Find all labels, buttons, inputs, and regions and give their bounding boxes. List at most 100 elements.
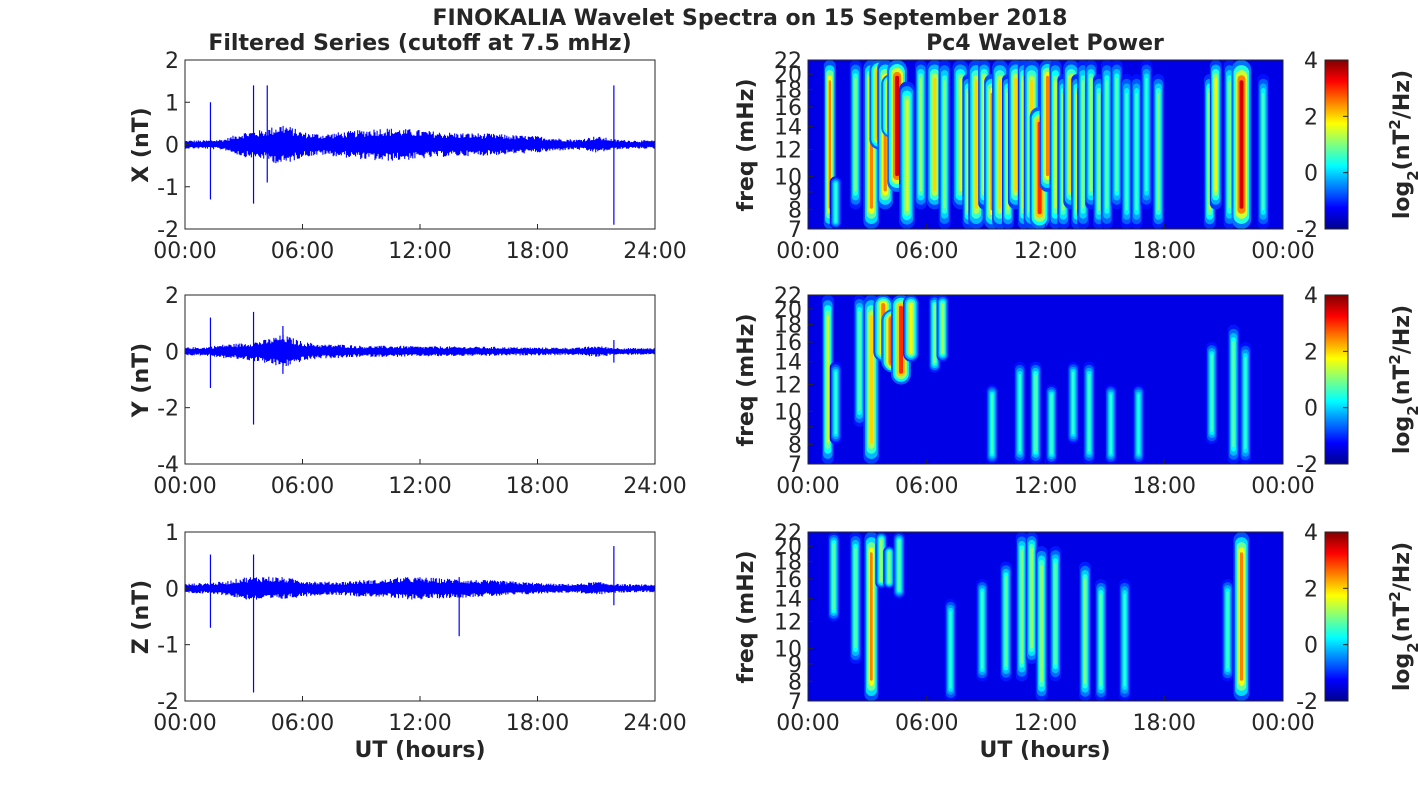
panel-z-series: 1 0 -1 -200:00 06:00 12:00 18:00 24:00 Z (nT) U… — [129, 521, 687, 763]
wavelet-stripe — [933, 77, 937, 192]
ytick-label: -1 — [157, 634, 179, 659]
xtick-label: 18:00 — [1133, 474, 1196, 499]
xtick-label: 18:00 — [506, 239, 569, 264]
ytick-label: 20 — [774, 63, 802, 88]
ytick-label: 0 — [165, 134, 179, 159]
wavelet-stripe — [1244, 356, 1247, 450]
wavelet-stripe — [826, 315, 829, 444]
ytick-label: 22 — [774, 49, 802, 74]
wavelet-stripe — [998, 80, 1002, 209]
ytick-label: 16 — [774, 96, 802, 121]
z-wavelet-xlabel: UT (hours) — [979, 738, 1110, 763]
ytick-label: 0 — [165, 577, 179, 602]
wavelet-stripe — [1105, 80, 1109, 209]
z-series-axes-box — [184, 531, 656, 702]
ytick-label: 14 — [774, 588, 802, 613]
wavelet-stripe — [1123, 593, 1126, 687]
wavelet-stripe — [869, 315, 873, 444]
z-wavelet-ylabel: freq (mHz) — [734, 551, 759, 684]
ytick-label: 7 — [788, 453, 802, 478]
ytick-label: 7 — [788, 218, 802, 243]
xtick-label: 12:00 — [1014, 711, 1077, 736]
wavelet-stripe — [1226, 591, 1229, 669]
ytick-label: 10 — [774, 400, 802, 425]
xtick-label: 00:00 — [776, 239, 839, 264]
wavelet-stripe — [899, 305, 903, 374]
colorbar-label: log2(nT2/Hz) — [1386, 305, 1418, 454]
wavelet-stripe — [1135, 92, 1138, 211]
panel-x-series: 2 1 0 -1 -200:00 06:00 12:00 18:00 24:00 X (nT) — [129, 49, 687, 264]
wavelet-stripe — [1239, 552, 1244, 681]
wavelet-stripe — [958, 77, 962, 192]
xtick-label: 00:00 — [776, 711, 839, 736]
wavelet-stripe — [981, 591, 984, 669]
xtick-label: 18:00 — [506, 474, 569, 499]
ytick-label: 9 — [788, 416, 802, 441]
right-column-title: Pc4 Wavelet Power — [926, 31, 1164, 56]
y-series-ylabel: Y (nT) — [129, 343, 154, 418]
xtick-label: 06:00 — [271, 239, 334, 264]
wavelet-stripe — [1018, 374, 1021, 452]
wavelet-stripe — [1145, 77, 1148, 192]
y-wavelet-heatmap — [808, 295, 1283, 464]
x-series-ylabel: X (nT) — [129, 107, 154, 182]
wavelet-stripe — [1097, 92, 1101, 211]
wavelet-stripe — [909, 303, 913, 354]
xtick-label: 06:00 — [895, 711, 958, 736]
wavelet-stripe — [1099, 593, 1103, 687]
ytick-label: -4 — [157, 453, 179, 478]
wavelet-stripe — [1030, 547, 1033, 649]
xtick-label: 00:00 — [1251, 711, 1314, 736]
y-series-axes-box — [184, 294, 656, 465]
wavelet-stripe — [1034, 374, 1037, 452]
wavelet-stripe — [949, 611, 952, 689]
xtick-label: 06:00 — [271, 474, 334, 499]
colorbar-tick-label: 4 — [1304, 521, 1318, 546]
wavelet-stripe — [1125, 92, 1128, 211]
ytick-label: 9 — [788, 653, 802, 678]
x-wavelet-heatmap — [808, 60, 1283, 229]
ytick-label: -2 — [157, 397, 179, 422]
xtick-label: 12:00 — [1014, 239, 1077, 264]
colorbar-gradient — [1324, 294, 1349, 465]
wavelet-stripe — [1081, 80, 1085, 209]
colorbar-tick-label: -2 — [1296, 218, 1318, 243]
trace-envelope — [184, 125, 655, 164]
ytick-label: 9 — [788, 181, 802, 206]
colorbar-tick-label: 2 — [1304, 105, 1318, 130]
xtick-label: 00:00 — [153, 474, 216, 499]
wavelet-stripe — [858, 310, 861, 412]
xtick-label: 18:00 — [506, 711, 569, 736]
wavelet-stripe — [1089, 77, 1093, 192]
wavelet-stripe — [905, 99, 909, 212]
wavelet-stripe — [1262, 92, 1265, 211]
y-series-ticks: 2 0 -2 -400:00 06:00 12:00 18:00 24:00 — [153, 284, 686, 499]
colorbar-label: log2(nT2/Hz) — [1386, 542, 1418, 691]
z-wavelet-colorbar: 4 2 0 -2 log2(nT2/Hz) — [1296, 521, 1418, 715]
xtick-label: 00:00 — [776, 474, 839, 499]
wavelet-stripe — [1045, 75, 1050, 177]
ytick-label: 16 — [774, 568, 802, 593]
wavelet-stripe — [888, 551, 891, 584]
ytick-label: 7 — [788, 690, 802, 715]
xtick-label: 00:00 — [153, 711, 216, 736]
wavelet-stripe — [1228, 80, 1231, 209]
xtick-label: 06:00 — [271, 711, 334, 736]
colorbar-tick-label: 4 — [1304, 284, 1318, 309]
xtick-label: 12:00 — [388, 474, 451, 499]
ytick-label: 8 — [788, 670, 802, 695]
left-column-title: Filtered Series (cutoff at 7.5 mHz) — [208, 31, 631, 56]
wavelet-stripe — [1014, 77, 1018, 192]
xtick-label: 06:00 — [895, 474, 958, 499]
wavelet-stripe — [854, 547, 857, 649]
wavelet-stripe — [1137, 394, 1140, 455]
wavelet-stripe — [1072, 371, 1075, 435]
ytick-label: 12 — [774, 373, 802, 398]
ytick-label: 2 — [165, 284, 179, 309]
ytick-label: 12 — [774, 138, 802, 163]
colorbar-tick-label: 0 — [1304, 397, 1318, 422]
z-series-trace — [184, 546, 655, 693]
z-series-ylabel: Z (nT) — [129, 580, 154, 654]
ytick-label: 14 — [774, 351, 802, 376]
x-series-trace — [184, 85, 655, 225]
